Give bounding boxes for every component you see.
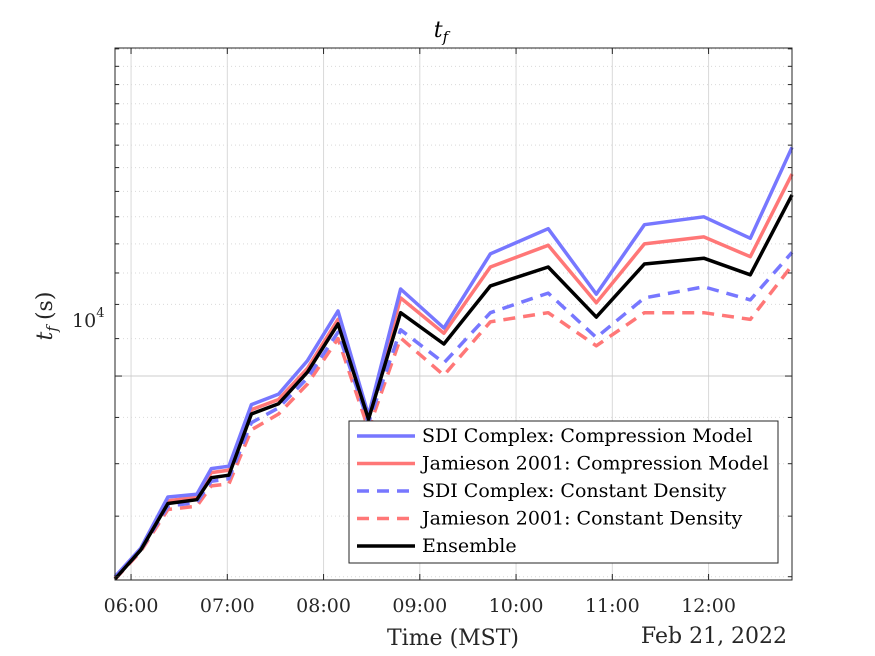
ticks [115,48,792,580]
y-axis-label: tf (s) [33,292,61,341]
legend-box [348,420,779,564]
x-tick-label: 09:00 [392,595,447,617]
legend-label: SDI Complex: Constant Density [422,480,726,502]
y-tick-base: 10 [72,310,96,332]
chart-title: tf [434,18,451,46]
y-tick-exp: 4 [96,306,104,321]
title-main: t [434,18,443,43]
x-tick-label: 08:00 [296,595,351,617]
series-line-ensemble [113,194,794,581]
legend-label: Jamieson 2001: Compression Model [420,453,769,475]
title-sub: f [442,28,451,46]
series-line-sdi-complex-compression-model [113,146,794,578]
date-label: Feb 21, 2022 [641,624,787,649]
plot-frame [114,47,793,581]
x-tick-labels: 06:00 07:00 08:00 09:00 10:00 11:00 12:00 [104,595,736,617]
x-tick-label: 06:00 [104,595,159,617]
ylabel-sub: f [43,324,61,333]
x-axis-label: Time (MST) [387,626,519,651]
x-tick-label: 11:00 [585,595,640,617]
legend-label: SDI Complex: Compression Model [422,425,753,447]
legend-label: Jamieson 2001: Constant Density [420,508,743,530]
series-line-jamieson-2001-constant-density [113,264,794,581]
x-tick-label: 10:00 [489,595,544,617]
series-layer [113,146,794,581]
x-tick-label: 07:00 [200,595,255,617]
ylabel-main: t [33,331,58,340]
legend: SDI Complex: Compression Model Jamieson 2… [348,420,779,564]
y-tick-label-1e4: 104 [72,306,104,332]
legend-label: Ensemble [422,535,517,557]
ylabel-units: (s) [33,292,58,320]
x-tick-label: 12:00 [681,595,736,617]
